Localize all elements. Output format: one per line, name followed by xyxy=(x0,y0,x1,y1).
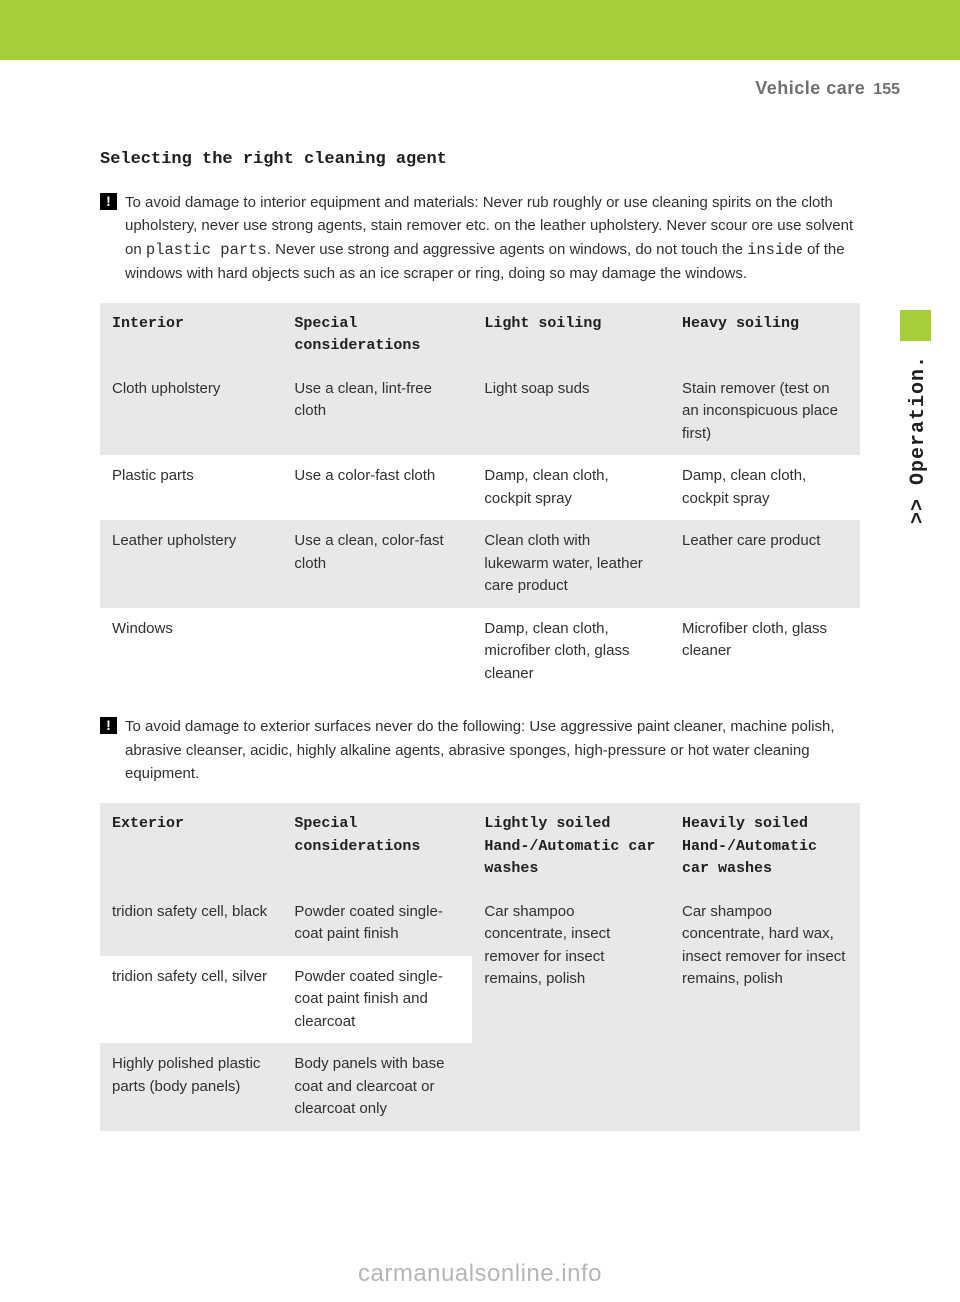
table-cell: Leather care product xyxy=(670,520,860,608)
caution-icon: ! xyxy=(100,717,117,734)
table-cell: Use a color-fast cloth xyxy=(282,455,472,520)
table-cell: Cloth upholstery xyxy=(100,368,282,456)
table-header-line: Hand-/Automatic car washes xyxy=(484,836,658,881)
caution-text-interior: To avoid damage to interior equipment an… xyxy=(125,191,860,285)
section-title: Vehicle care xyxy=(755,78,865,99)
table-header: Heavy soiling xyxy=(670,303,860,368)
table-row: Windows Damp, clean cloth, microfiber clo… xyxy=(100,608,860,696)
table-cell: Leather upholstery xyxy=(100,520,282,608)
table-cell: Car shampoo concentrate, insect remover … xyxy=(472,891,670,1131)
table-cell: Damp, clean cloth, cockpit spray xyxy=(472,455,670,520)
watermark: carmanualsonline.info xyxy=(0,1260,960,1288)
page-number: 155 xyxy=(873,81,900,99)
table-cell: Use a clean, color-fast cloth xyxy=(282,520,472,608)
table-cell: Powder coated single-coat paint finish a… xyxy=(282,956,472,1044)
table-cell: Plastic parts xyxy=(100,455,282,520)
table-cell: Use a clean, lint-free cloth xyxy=(282,368,472,456)
table-header: Special considerations xyxy=(282,803,472,891)
table-cell: Body panels with base coat and clearcoat… xyxy=(282,1043,472,1131)
table-cell: Car shampoo concentrate, hard wax, insec… xyxy=(670,891,860,1131)
table-header-line: Heavily soiled xyxy=(682,813,848,836)
side-color-tab xyxy=(900,310,931,341)
table-header: Lightly soiled Hand-/Automatic car washe… xyxy=(472,803,670,891)
exterior-cleaning-table: Exterior Special considerations Lightly … xyxy=(100,803,860,1131)
table-cell: Microfiber cloth, glass cleaner xyxy=(670,608,860,696)
table-row: Cloth upholsteryUse a clean, lint-free c… xyxy=(100,368,860,456)
table-cell: Stain remover (test on an inconspicuous … xyxy=(670,368,860,456)
caution-icon: ! xyxy=(100,193,117,210)
table-header: Interior xyxy=(100,303,282,368)
table-cell: tridion safety cell, silver xyxy=(100,956,282,1044)
table-row: Leather upholsteryUse a clean, color-fas… xyxy=(100,520,860,608)
table-cell: Highly polished plastic parts (body pane… xyxy=(100,1043,282,1131)
table-header: Special considerations xyxy=(282,303,472,368)
table-cell: Damp, clean cloth, cockpit spray xyxy=(670,455,860,520)
table-header-line: Hand-/Automatic car washes xyxy=(682,836,848,881)
table-header: Exterior xyxy=(100,803,282,891)
table-cell: tridion safety cell, black xyxy=(100,891,282,956)
subheading: Selecting the right cleaning agent xyxy=(100,150,860,169)
caution-note-exterior: ! To avoid damage to exterior surfaces n… xyxy=(100,715,860,785)
table-cell: Clean cloth with lukewarm water, leather… xyxy=(472,520,670,608)
top-accent-bar xyxy=(0,0,960,60)
side-chapter-label: >> Operation. xyxy=(907,355,930,524)
interior-cleaning-table: Interior Special considerations Light so… xyxy=(100,303,860,696)
page-header: Vehicle care 155 xyxy=(100,78,900,99)
table-cell: Damp, clean cloth, microfiber cloth, gla… xyxy=(472,608,670,696)
caution-note-interior: ! To avoid damage to interior equipment … xyxy=(100,191,860,285)
page-content: Selecting the right cleaning agent ! To … xyxy=(100,150,860,1151)
table-cell: Powder coated single-coat paint finish xyxy=(282,891,472,956)
table-row: tridion safety cell, blackPowder coated … xyxy=(100,891,860,956)
table-header: Heavily soiled Hand-/Automatic car washe… xyxy=(670,803,860,891)
table-cell: Light soap suds xyxy=(472,368,670,456)
table-row: Plastic partsUse a color-fast clothDamp,… xyxy=(100,455,860,520)
table-cell xyxy=(282,608,472,696)
table-header-line: Lightly soiled xyxy=(484,813,658,836)
table-header: Light soiling xyxy=(472,303,670,368)
caution-text-exterior: To avoid damage to exterior surfaces nev… xyxy=(125,715,860,785)
table-cell: Windows xyxy=(100,608,282,696)
